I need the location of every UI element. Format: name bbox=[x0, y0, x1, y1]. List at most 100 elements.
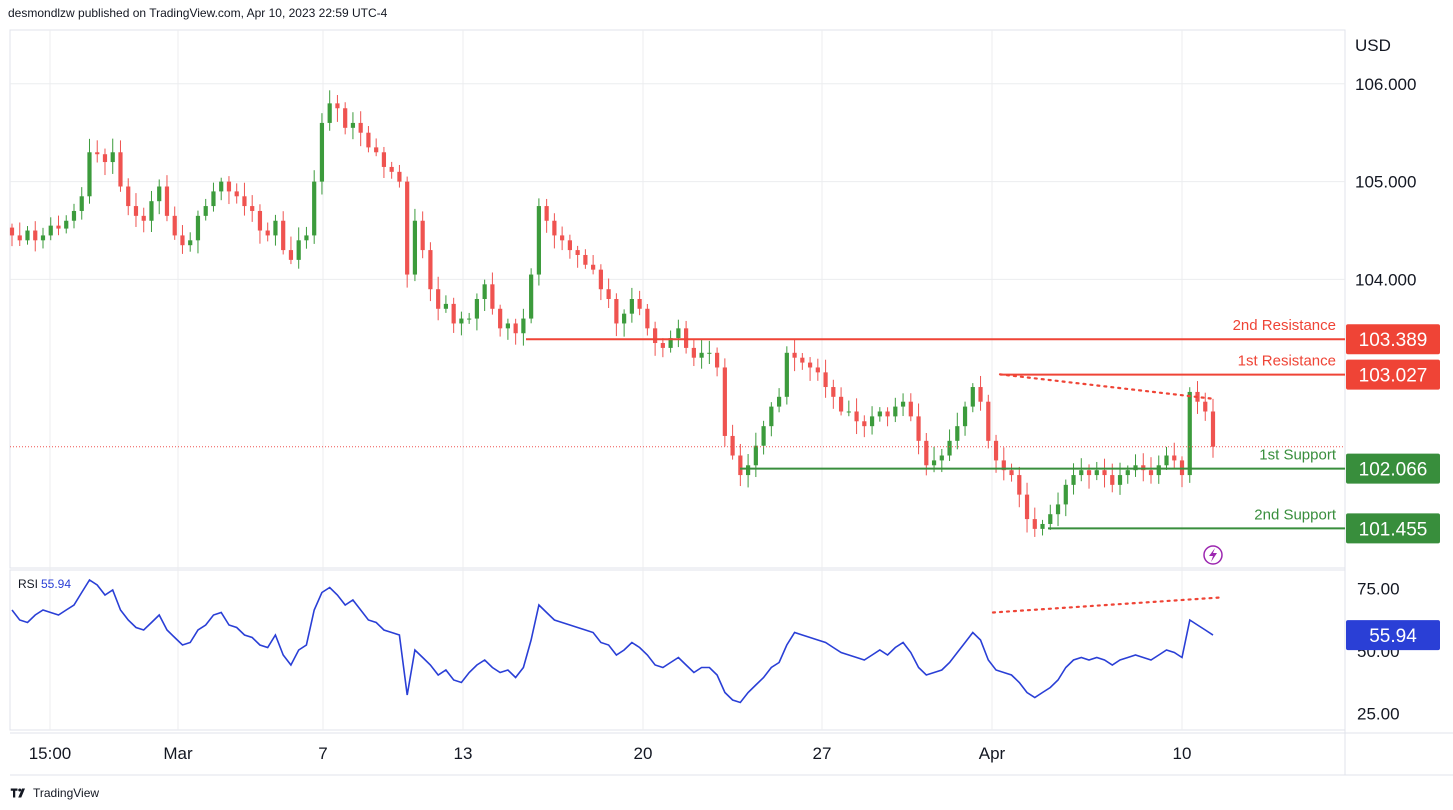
candle-body bbox=[350, 122, 356, 128]
candle-body bbox=[668, 338, 673, 348]
candle-body bbox=[1001, 460, 1006, 471]
candle-body bbox=[854, 411, 859, 422]
candle-body bbox=[1148, 470, 1154, 476]
candle-body bbox=[591, 264, 596, 270]
candle-body bbox=[761, 426, 766, 446]
candle-body bbox=[95, 152, 100, 155]
candle-body bbox=[784, 352, 789, 397]
candle-body bbox=[1086, 470, 1092, 476]
time-tick-label: 13 bbox=[454, 744, 473, 763]
candle-body bbox=[467, 318, 472, 320]
footer-brand[interactable]: TradingView bbox=[10, 786, 99, 800]
price-trendline bbox=[998, 373, 1215, 400]
candle-body bbox=[622, 313, 627, 324]
candle-body bbox=[730, 435, 735, 456]
candle-body bbox=[1125, 470, 1130, 476]
candle-body bbox=[1017, 475, 1022, 495]
candle-body bbox=[157, 186, 162, 202]
candle-body bbox=[552, 220, 557, 236]
candle-body bbox=[118, 152, 123, 187]
candle-body bbox=[219, 181, 224, 192]
candle-body bbox=[482, 284, 487, 299]
candle-body bbox=[536, 206, 541, 275]
candle-body bbox=[443, 303, 449, 309]
candle-body bbox=[838, 396, 844, 412]
candle-body bbox=[1071, 475, 1076, 485]
candle-body bbox=[1110, 475, 1115, 485]
candle-body bbox=[474, 299, 480, 319]
candle-body bbox=[56, 225, 61, 229]
candle-body bbox=[358, 122, 363, 133]
candle-body bbox=[521, 318, 526, 334]
time-tick-label: 20 bbox=[634, 744, 653, 763]
candle-body bbox=[381, 152, 387, 167]
candle-body bbox=[931, 460, 937, 466]
candle-body bbox=[807, 362, 813, 368]
candle-body bbox=[459, 318, 464, 324]
time-tick-label: 15:00 bbox=[29, 744, 72, 763]
candle-body bbox=[1187, 391, 1192, 476]
candle-body bbox=[560, 235, 565, 241]
candle-body bbox=[684, 328, 689, 348]
candle-body bbox=[1210, 411, 1216, 447]
candle-body bbox=[211, 191, 216, 207]
candle-body bbox=[366, 132, 371, 148]
candle-body bbox=[1203, 401, 1208, 412]
price-tick-label: 104.000 bbox=[1355, 270, 1416, 289]
support-price-badge bbox=[1346, 453, 1440, 484]
candle-body bbox=[877, 411, 882, 417]
candle-body bbox=[141, 215, 146, 221]
rsi-value-badge bbox=[1346, 620, 1440, 651]
rsi-tick-label: 25.00 bbox=[1357, 705, 1400, 724]
price-tick-label: 106.000 bbox=[1355, 75, 1416, 94]
candle-body bbox=[715, 352, 720, 368]
candle-body bbox=[17, 235, 22, 241]
resistance-price-label: 103.389 bbox=[1359, 330, 1428, 351]
rsi-legend-label[interactable]: RSI bbox=[18, 577, 38, 591]
candle-body bbox=[1164, 455, 1169, 466]
candle-body bbox=[1172, 455, 1177, 461]
candle-body bbox=[792, 352, 797, 358]
candle-body bbox=[846, 411, 851, 413]
support-level-name: 2nd Support bbox=[1254, 506, 1337, 523]
time-tick-label: Mar bbox=[163, 744, 193, 763]
candle-body bbox=[567, 240, 572, 251]
candle-body bbox=[513, 323, 518, 334]
candle-body bbox=[172, 215, 177, 236]
candle-body bbox=[203, 206, 208, 216]
support-price-label: 102.066 bbox=[1359, 460, 1428, 481]
candle-body bbox=[978, 387, 983, 402]
candle-body bbox=[885, 411, 890, 417]
candle-body bbox=[598, 269, 603, 290]
candle-body bbox=[707, 352, 712, 354]
candle-body bbox=[1117, 475, 1123, 485]
candle-body bbox=[529, 274, 534, 319]
time-tick-label: Apr bbox=[979, 744, 1006, 763]
candle-body bbox=[428, 250, 433, 290]
candle-body bbox=[164, 186, 170, 216]
lightning-icon-glyph bbox=[1209, 548, 1217, 562]
candle-body bbox=[893, 406, 898, 417]
candle-body bbox=[939, 455, 944, 461]
candle-body bbox=[505, 323, 510, 329]
candle-body bbox=[800, 357, 805, 363]
candle-body bbox=[653, 328, 658, 344]
candle-body bbox=[924, 440, 929, 466]
candle-body bbox=[180, 235, 185, 246]
candle-body bbox=[335, 103, 340, 109]
candle-body bbox=[25, 230, 30, 241]
candle-body bbox=[1055, 504, 1061, 515]
axis-currency-label: USD bbox=[1355, 36, 1391, 55]
candle-body bbox=[1102, 470, 1107, 476]
candle-body bbox=[900, 401, 906, 407]
rsi-trendline bbox=[991, 596, 1222, 614]
candle-body bbox=[64, 220, 69, 229]
candle-body bbox=[962, 406, 968, 427]
candle-body bbox=[1009, 470, 1014, 476]
candle-body bbox=[126, 186, 131, 207]
candle-body bbox=[583, 254, 588, 265]
candle-body bbox=[288, 250, 294, 260]
candle-body bbox=[862, 421, 867, 427]
candle-body bbox=[544, 206, 549, 221]
candle-body bbox=[188, 240, 193, 246]
